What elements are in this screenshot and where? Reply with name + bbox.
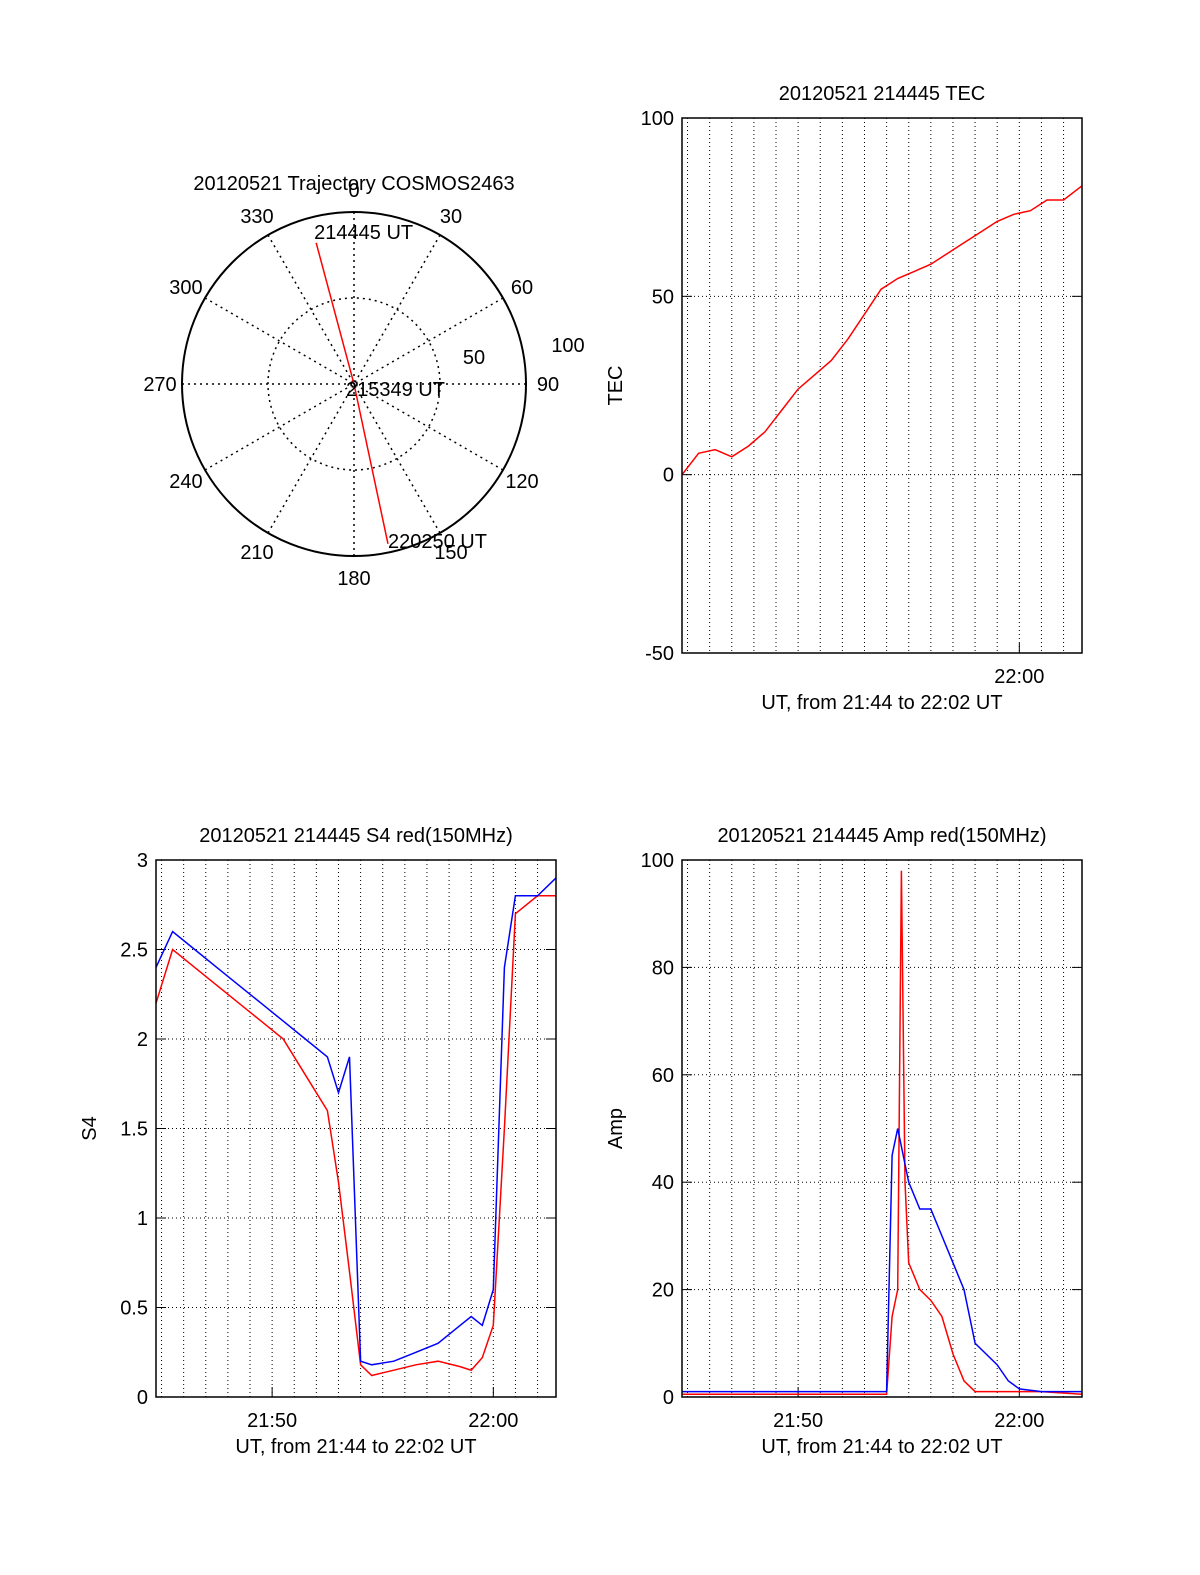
series-line bbox=[155, 895, 556, 1377]
plot-frame bbox=[681, 859, 1083, 1398]
polar-azimuth-tick: 180 bbox=[337, 568, 370, 590]
plot-frame bbox=[681, 117, 1083, 654]
polar-radius-tick: 100 bbox=[551, 335, 584, 357]
y-tick-label: 80 bbox=[652, 957, 674, 979]
x-axis-label: UT, from 21:44 to 22:02 UT bbox=[761, 1436, 1002, 1458]
polar-azimuth-tick: 150 bbox=[434, 542, 467, 564]
polar-radius-tick: 50 bbox=[463, 347, 485, 369]
trajectory-time-label: 220250 UT bbox=[388, 531, 487, 553]
panel-title: 20120521 214445 TEC bbox=[779, 83, 985, 105]
trajectory-time-label: 214445 UT bbox=[314, 222, 413, 244]
series-line bbox=[682, 870, 1083, 1396]
polar-azimuth-tick: 0 bbox=[348, 180, 359, 202]
polar-azimuth-tick: 30 bbox=[440, 206, 462, 228]
plot-frame bbox=[155, 859, 557, 1398]
x-tick-label: 22:00 bbox=[468, 1410, 518, 1432]
amp-plot: 20120521 214445 Amp red(150MHz) 0 20 40 60 80… bbox=[605, 825, 1083, 1458]
x-axis-label: UT, from 21:44 to 22:02 UT bbox=[235, 1436, 476, 1458]
tec-plot: 20120521 214445 TEC -50 0 50 100 22:00 UT, fro… bbox=[605, 83, 1083, 714]
x-tick-label: 21:50 bbox=[247, 1410, 297, 1432]
y-tick-label: 0 bbox=[137, 1387, 148, 1409]
y-tick-label: 60 bbox=[652, 1065, 674, 1087]
y-tick-label: 20 bbox=[652, 1280, 674, 1302]
y-tick-label: 0 bbox=[663, 465, 674, 487]
x-tick-label: 21:50 bbox=[773, 1410, 823, 1432]
series-line bbox=[155, 877, 557, 1366]
polar-azimuth-tick: 300 bbox=[169, 277, 202, 299]
panel-title: 20120521 214445 S4 red(150MHz) bbox=[199, 825, 513, 847]
polar-title: 20120521 Trajectory COSMOS2463 bbox=[193, 173, 514, 195]
y-tick-label: 40 bbox=[652, 1172, 674, 1194]
polar-azimuth-tick: 270 bbox=[143, 374, 176, 396]
polar-azimuth-tick: 240 bbox=[169, 471, 202, 493]
polar-azimuth-tick: 60 bbox=[511, 277, 533, 299]
x-tick-label: 22:00 bbox=[994, 1410, 1044, 1432]
x-tick-label: 22:00 bbox=[994, 666, 1044, 688]
y-tick-label: 100 bbox=[641, 108, 674, 130]
y-tick-label: 2.5 bbox=[120, 940, 148, 962]
y-tick-label: 100 bbox=[641, 850, 674, 872]
polar-azimuth-tick: 330 bbox=[240, 206, 273, 228]
polar-azimuth-tick: 120 bbox=[505, 471, 538, 493]
series-line bbox=[682, 1128, 1082, 1393]
y-tick-label: 0.5 bbox=[120, 1298, 148, 1320]
trajectory-time-label: 215349 UT bbox=[346, 379, 445, 401]
y-tick-label: 1 bbox=[137, 1208, 148, 1230]
series-line bbox=[681, 185, 1083, 476]
s4-plot: 20120521 214445 S4 red(150MHz)00.511.522… bbox=[79, 825, 557, 1458]
y-axis-label: S4 bbox=[79, 1116, 101, 1140]
trajectory-line bbox=[315, 242, 389, 544]
polar-azimuth-tick: 90 bbox=[537, 374, 559, 396]
y-axis-label: Amp bbox=[605, 1108, 627, 1149]
polar-azimuth-tick: 210 bbox=[240, 542, 273, 564]
y-tick-label: -50 bbox=[645, 643, 674, 665]
y-tick-label: 1.5 bbox=[120, 1119, 148, 1141]
y-tick-label: 3 bbox=[137, 850, 148, 872]
panel-title: 20120521 214445 Amp red(150MHz) bbox=[717, 825, 1046, 847]
y-tick-label: 50 bbox=[652, 286, 674, 308]
y-tick-label: 2 bbox=[137, 1029, 148, 1051]
y-tick-label: 0 bbox=[663, 1387, 674, 1409]
x-axis-label: UT, from 21:44 to 22:02 UT bbox=[761, 692, 1002, 714]
y-axis-label: TEC bbox=[605, 366, 627, 406]
